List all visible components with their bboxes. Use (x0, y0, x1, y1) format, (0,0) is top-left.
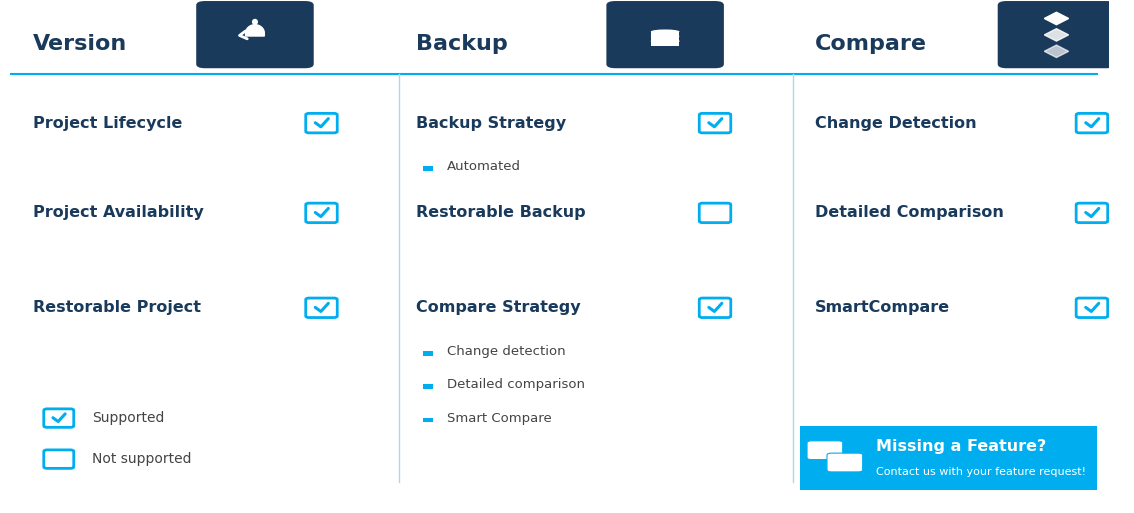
FancyBboxPatch shape (827, 453, 863, 472)
Text: Change Detection: Change Detection (815, 115, 976, 131)
Text: Not supported: Not supported (92, 452, 192, 466)
FancyBboxPatch shape (801, 426, 1098, 490)
FancyBboxPatch shape (306, 298, 337, 318)
Ellipse shape (651, 29, 679, 34)
Ellipse shape (651, 34, 679, 38)
Polygon shape (1044, 29, 1068, 41)
Bar (423, 384, 433, 389)
Text: Detailed Comparison: Detailed Comparison (815, 205, 1004, 221)
FancyBboxPatch shape (807, 441, 843, 460)
FancyBboxPatch shape (306, 113, 337, 133)
Bar (651, 36, 679, 41)
Text: Supported: Supported (92, 411, 164, 425)
Polygon shape (246, 25, 264, 36)
Bar (423, 351, 433, 356)
Ellipse shape (651, 39, 679, 43)
Text: Backup Strategy: Backup Strategy (416, 115, 566, 131)
Text: Restorable Backup: Restorable Backup (416, 205, 585, 221)
FancyBboxPatch shape (44, 450, 74, 468)
Text: Backup: Backup (416, 34, 507, 53)
Text: Restorable Project: Restorable Project (33, 300, 201, 315)
Text: Detailed comparison: Detailed comparison (447, 378, 585, 391)
FancyBboxPatch shape (306, 203, 337, 223)
Text: SmartCompare: SmartCompare (815, 300, 950, 315)
FancyBboxPatch shape (700, 298, 730, 318)
FancyBboxPatch shape (1076, 113, 1108, 133)
FancyBboxPatch shape (1076, 203, 1108, 223)
Ellipse shape (651, 39, 679, 43)
Text: Project Lifecycle: Project Lifecycle (33, 115, 183, 131)
Text: Project Availability: Project Availability (33, 205, 204, 221)
Bar (651, 41, 679, 46)
Bar (651, 32, 679, 36)
FancyBboxPatch shape (607, 1, 723, 68)
Polygon shape (1044, 12, 1068, 25)
FancyBboxPatch shape (700, 113, 730, 133)
Text: Contact us with your feature request!: Contact us with your feature request! (875, 467, 1085, 477)
Text: Missing a Feature?: Missing a Feature? (875, 440, 1046, 455)
Text: Smart Compare: Smart Compare (447, 411, 551, 425)
Bar (423, 418, 433, 422)
FancyBboxPatch shape (196, 1, 314, 68)
Text: Compare: Compare (815, 34, 926, 53)
Ellipse shape (252, 19, 259, 25)
Polygon shape (1044, 45, 1068, 57)
Text: Version: Version (33, 34, 127, 53)
FancyBboxPatch shape (700, 203, 730, 223)
Text: Change detection: Change detection (447, 345, 566, 358)
Text: Compare Strategy: Compare Strategy (416, 300, 581, 315)
FancyBboxPatch shape (1076, 298, 1108, 318)
FancyBboxPatch shape (998, 1, 1115, 68)
Text: Automated: Automated (447, 160, 521, 173)
Bar (423, 166, 433, 171)
FancyBboxPatch shape (44, 409, 74, 427)
